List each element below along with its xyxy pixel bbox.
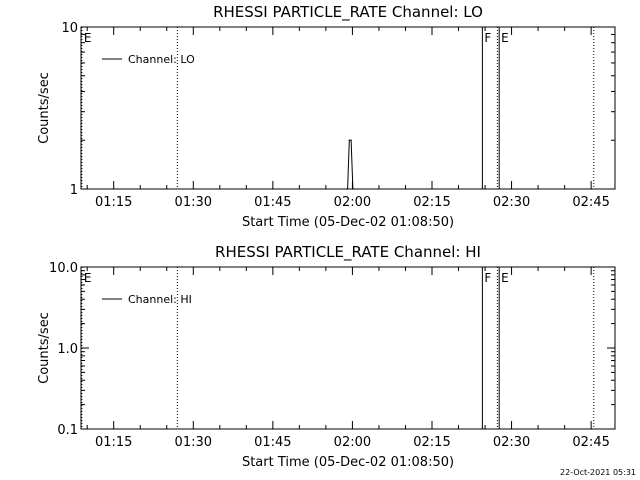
plot-frame — [80, 266, 616, 430]
data-point — [346, 188, 349, 190]
x-tick-label: 02:45 — [572, 195, 609, 210]
y-tick-label: 0.1 — [57, 423, 78, 438]
x-tick-label: 02:45 — [572, 435, 609, 450]
event-flag-label: E — [84, 271, 92, 285]
x-tick-label: 01:15 — [95, 195, 132, 210]
event-flag-label: E — [501, 31, 509, 45]
x-tick-label: 02:30 — [493, 195, 530, 210]
data-point — [348, 139, 350, 141]
data-point — [353, 188, 355, 190]
chart-title: RHESSI PARTICLE_RATE Channel: LO — [213, 3, 483, 22]
event-flag-label: F — [484, 31, 491, 45]
data-point — [352, 188, 354, 190]
y-tick-label: 10 — [61, 21, 78, 36]
x-axis-label: Start Time (05-Dec-02 01:08:50) — [242, 455, 454, 470]
chart-title: RHESSI PARTICLE_RATE Channel: HI — [215, 243, 481, 262]
y-tick-label: 1 — [70, 183, 78, 198]
event-flag-label: E — [501, 271, 509, 285]
y-tick-label: 1.0 — [57, 342, 78, 357]
event-flag-label: F — [484, 271, 491, 285]
x-axis-label: Start Time (05-Dec-02 01:08:50) — [242, 215, 454, 230]
x-tick-label: 01:15 — [95, 435, 132, 450]
x-tick-label: 02:00 — [334, 195, 371, 210]
y-axis-label: Counts/sec — [37, 312, 52, 384]
data-point — [350, 139, 352, 141]
x-tick-label: 02:30 — [493, 435, 530, 450]
y-tick-label: 10.0 — [49, 261, 78, 276]
timestamp: 22-Oct-2021 05:31 — [560, 468, 636, 477]
x-tick-label: 02:00 — [334, 435, 371, 450]
data-point — [345, 188, 347, 190]
x-tick-label: 01:45 — [254, 435, 291, 450]
event-flag-label: E — [84, 31, 92, 45]
x-tick-label: 01:30 — [175, 195, 212, 210]
x-tick-label: 02:15 — [413, 435, 450, 450]
x-tick-label: 01:30 — [175, 435, 212, 450]
x-tick-label: 01:45 — [254, 195, 291, 210]
legend-label: Channel: LO — [128, 53, 195, 66]
y-axis-label: Counts/sec — [37, 72, 52, 144]
x-tick-label: 02:15 — [413, 195, 450, 210]
series-line — [346, 139, 355, 190]
legend-label: Channel: HI — [128, 293, 192, 306]
